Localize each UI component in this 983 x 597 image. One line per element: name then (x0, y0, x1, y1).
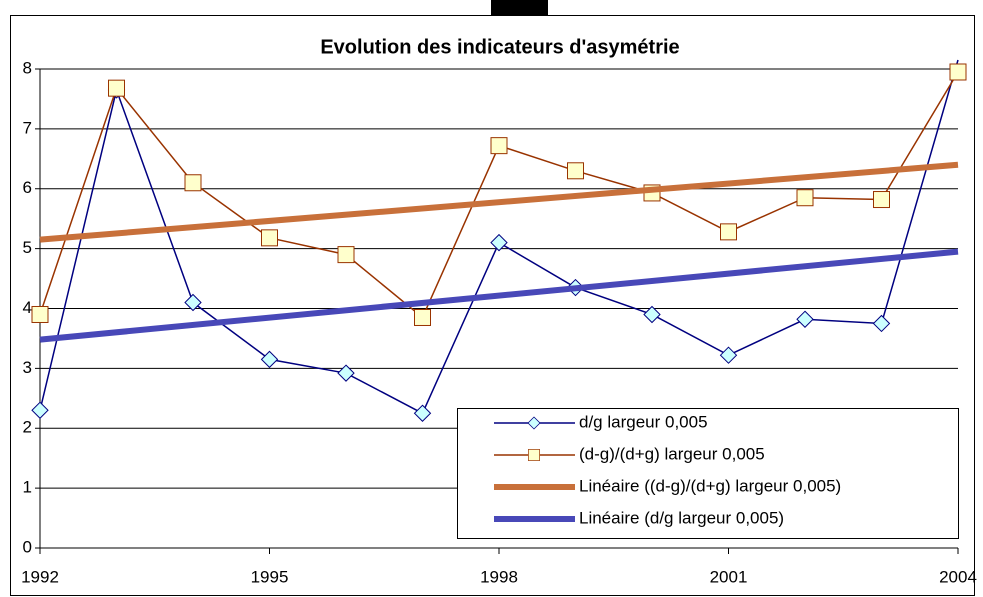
data-point (949, 63, 967, 81)
data-point (31, 305, 49, 323)
data-point (260, 350, 279, 369)
data-point (796, 310, 814, 328)
legend-marker (527, 416, 541, 430)
legend-label: d/g largeur 0,005 (579, 412, 708, 431)
data-point (184, 293, 202, 312)
data-point (414, 308, 431, 326)
data-point (567, 162, 584, 180)
x-tick-label: 2004 (939, 567, 977, 586)
data-point (413, 404, 432, 422)
data-point (337, 246, 355, 264)
legend-label: Linéaire (d/g largeur 0,005) (579, 508, 784, 527)
data-point (720, 223, 737, 241)
y-tick-label: 0 (23, 537, 32, 556)
trend-line (39, 161, 959, 243)
data-point (796, 189, 814, 207)
data-point (337, 364, 355, 382)
plot (31, 59, 967, 422)
trend-line (39, 248, 959, 343)
data-point (719, 346, 738, 364)
legend-entries: d/g largeur 0,005 (d-g)/(d+g) largeur 0,0… (494, 412, 841, 527)
y-tick-label: 8 (23, 58, 32, 77)
top-tab (491, 0, 548, 15)
data-point (872, 314, 891, 333)
data-point (261, 229, 278, 247)
legend-label: (d-g)/(d+g) largeur 0,005 (579, 444, 765, 463)
y-tick-label: 4 (23, 298, 32, 317)
data-point (108, 79, 125, 97)
data-point (643, 305, 661, 324)
y-tick-label: 1 (23, 478, 32, 497)
legend-marker (528, 449, 540, 461)
data-point (873, 191, 890, 209)
data-point (490, 233, 508, 252)
chart-title: Evolution des indicateurs d'asymétrie (320, 36, 679, 58)
x-tick-label: 1998 (480, 567, 518, 586)
x-tick-label: 2001 (710, 567, 748, 586)
x-tick-label: 1995 (251, 567, 289, 586)
legend-label: Linéaire ((d-g)/(d+g) largeur 0,005) (579, 476, 841, 495)
y-tick-label: 5 (23, 238, 32, 257)
y-tick-label: 6 (23, 178, 32, 197)
y-tick-label: 2 (23, 418, 32, 437)
y-tick-label: 3 (23, 358, 32, 377)
x-tick-label: 1992 (21, 567, 59, 586)
y-tick-label: 7 (23, 118, 32, 137)
data-point (490, 137, 508, 155)
data-point (31, 401, 49, 419)
data-point (184, 174, 202, 192)
